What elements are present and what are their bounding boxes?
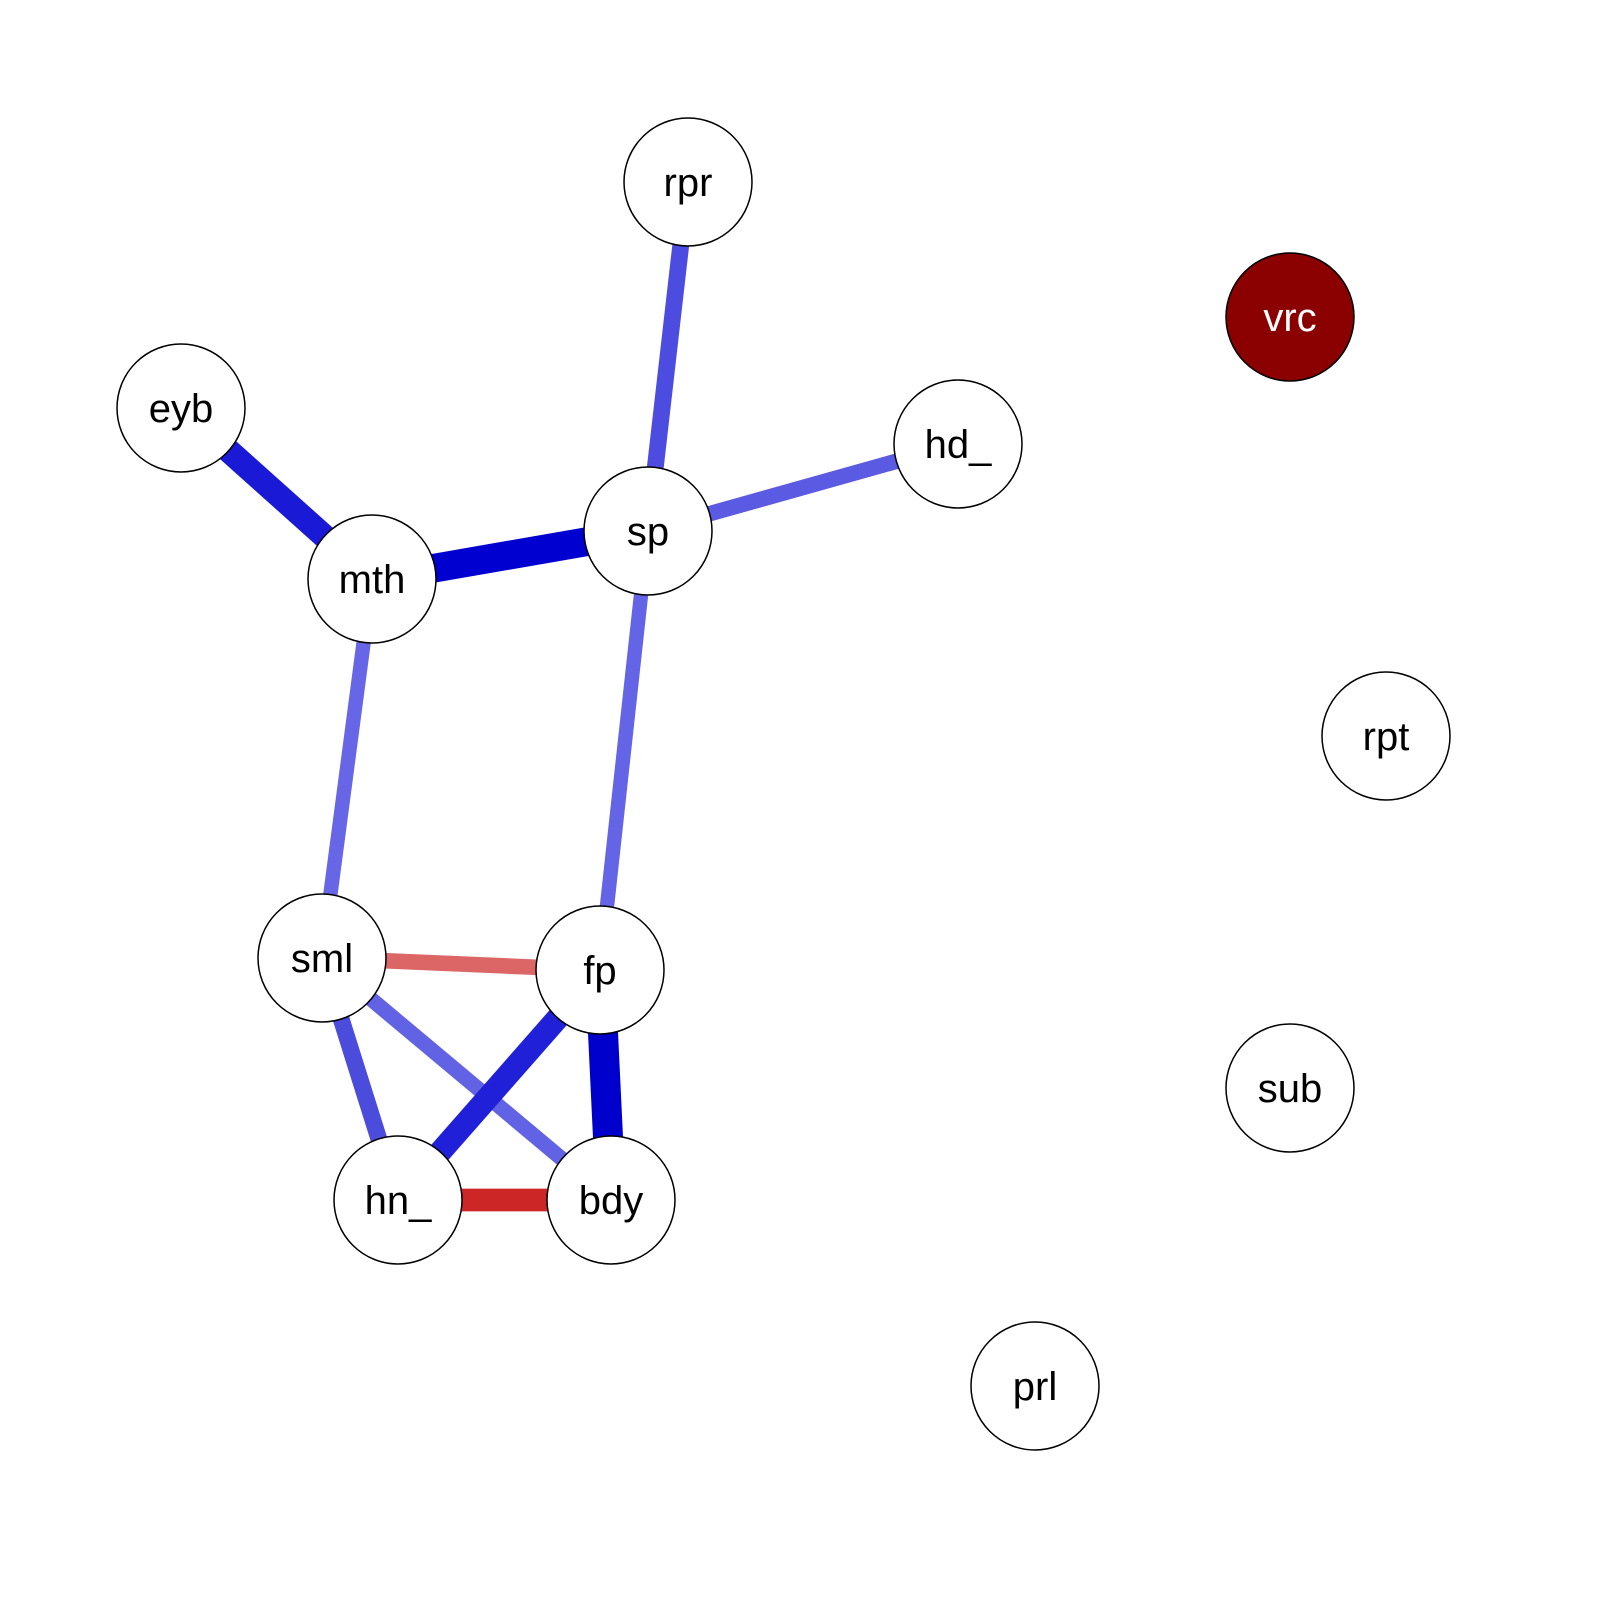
node-rpt: rpt xyxy=(1321,671,1451,801)
node-label-vrc: vrc xyxy=(1263,296,1316,340)
node-label-fp: fp xyxy=(583,949,616,993)
node-circle-sub xyxy=(1225,1023,1355,1153)
node-circle-hn_ xyxy=(333,1135,463,1265)
node-circle-rpt xyxy=(1321,671,1451,801)
node-circle-eyb xyxy=(116,343,246,473)
node-label-rpr: rpr xyxy=(664,161,713,205)
node-prl: prl xyxy=(970,1321,1100,1451)
node-eyb: eyb xyxy=(116,343,246,473)
node-circle-bdy xyxy=(546,1135,676,1265)
node-label-eyb: eyb xyxy=(149,387,214,431)
edge-sp-fp xyxy=(592,530,656,971)
node-label-sml: sml xyxy=(291,937,353,981)
node-mth: mth xyxy=(307,514,437,644)
node-sml: sml xyxy=(257,893,387,1023)
edges-layer xyxy=(172,181,961,1212)
node-label-mth: mth xyxy=(339,558,406,602)
node-circle-rpr xyxy=(623,117,753,247)
node-rpr: rpr xyxy=(623,117,753,247)
node-hd_: hd_ xyxy=(893,379,1023,509)
node-label-rpt: rpt xyxy=(1363,715,1410,759)
node-circle-sp xyxy=(583,466,713,596)
node-bdy: bdy xyxy=(546,1135,676,1265)
node-fp: fp xyxy=(535,905,665,1035)
nodes-layer: rpr vrc eyb hd_sp mth rpt sml fp sub hn_ bdy prl xyxy=(116,117,1451,1451)
node-label-hd_: hd_ xyxy=(925,423,992,467)
node-label-sp: sp xyxy=(627,510,669,554)
node-label-hn_: hn_ xyxy=(365,1179,432,1223)
node-sub: sub xyxy=(1225,1023,1355,1153)
node-vrc: vrc xyxy=(1225,252,1355,382)
node-circle-hd_ xyxy=(893,379,1023,509)
node-label-prl: prl xyxy=(1013,1365,1057,1409)
node-circle-fp xyxy=(535,905,665,1035)
node-circle-prl xyxy=(970,1321,1100,1451)
node-sp: sp xyxy=(583,466,713,596)
node-hn_: hn_ xyxy=(333,1135,463,1265)
node-label-sub: sub xyxy=(1258,1067,1323,1111)
node-circle-sml xyxy=(257,893,387,1023)
node-label-bdy: bdy xyxy=(579,1179,644,1223)
node-circle-vrc xyxy=(1225,252,1355,382)
node-circle-mth xyxy=(307,514,437,644)
